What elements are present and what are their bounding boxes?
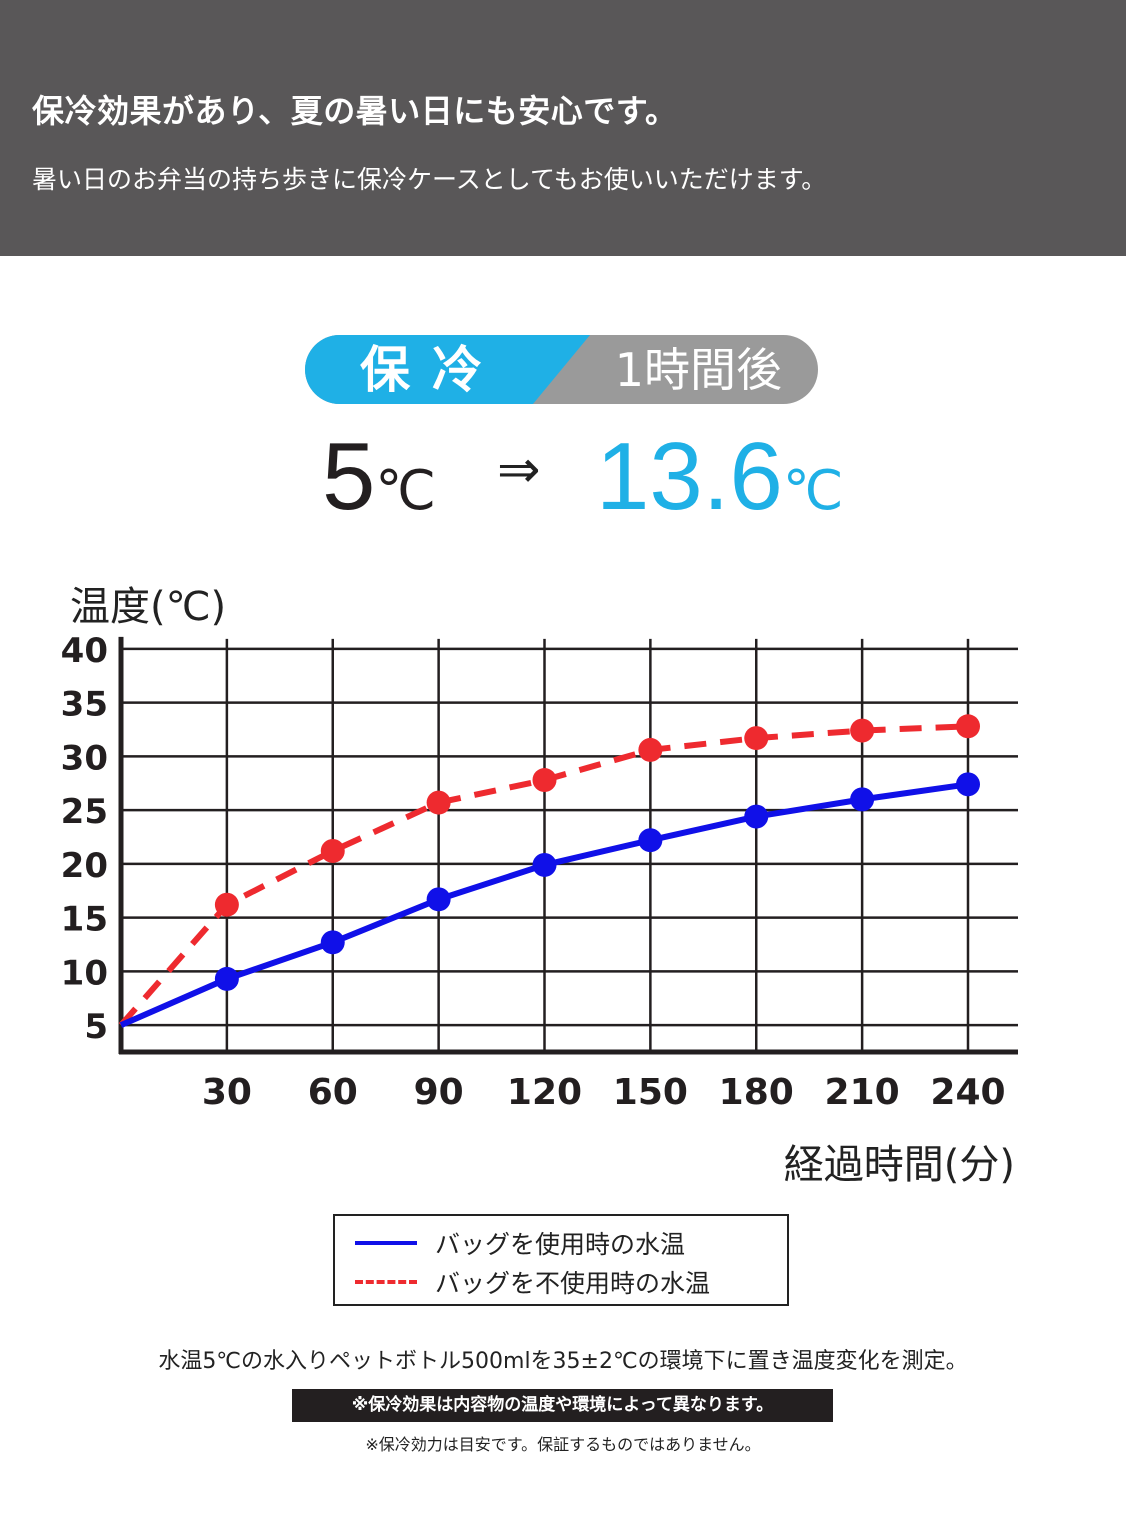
data-point-unused: [532, 768, 557, 793]
temperature-line-chart: 5 10 15 20 25 30 35 40 30 60 90 120 150 180 210 240 温度(…: [61, 584, 1018, 1188]
chart-series: [118, 714, 980, 1028]
x-axis-title: 経過時間(分): [784, 1142, 1015, 1188]
x-tick-label: 120: [507, 1072, 582, 1113]
badge-label: 保冷: [360, 341, 504, 399]
data-point-used: [744, 804, 769, 829]
header-banner: 保冷効果があり、夏の暑い日にも安心です。 暑い日のお弁当の持ち歩きに保冷ケースと…: [0, 0, 1126, 256]
data-point-used: [214, 966, 239, 991]
data-point-unused: [850, 718, 875, 743]
y-tick-label: 15: [61, 900, 108, 940]
data-point-unused: [638, 737, 663, 762]
data-point-unused: [214, 892, 239, 917]
header-subtitle: 暑い日のお弁当の持ち歩きに保冷ケースとしてもお使いいただけます。: [32, 165, 827, 194]
legend-swatch-dashed: [355, 1280, 417, 1284]
legend-label-used: バッグを使用時の水温: [435, 1230, 686, 1259]
chart-grid: [121, 638, 1018, 1052]
y-tick-label: 25: [61, 792, 108, 832]
legend-item-unused: バッグを不使用時の水温: [355, 1263, 710, 1301]
y-tick-label: 30: [61, 738, 108, 778]
data-point-used: [956, 772, 980, 797]
start-temperature-value: 5: [322, 423, 376, 530]
data-point-used: [850, 787, 875, 812]
end-temperature-unit: ℃: [782, 461, 844, 521]
badge-accent-segment: [305, 335, 590, 404]
x-tick-label: 210: [825, 1072, 900, 1113]
data-point-unused: [320, 838, 345, 863]
end-temperature-value: 13.6: [596, 423, 783, 530]
measurement-note: 水温5℃の水入りペットボトル500mlを35±2℃の環境下に置き温度変化を測定。: [158, 1349, 968, 1374]
legend-swatch-solid: [355, 1241, 417, 1245]
y-tick-label: 20: [61, 846, 108, 886]
arrow-icon: ⇒: [497, 440, 541, 500]
data-point-used: [426, 887, 451, 912]
end-temperature: 13.6℃: [596, 422, 844, 532]
data-point-unused: [744, 726, 769, 751]
data-point-unused: [956, 714, 980, 739]
x-tick-label: 90: [414, 1072, 464, 1113]
y-axis-title: 温度(℃): [70, 584, 226, 630]
x-tick-label: 30: [202, 1072, 252, 1113]
warning-banner: ※保冷効果は内容物の温度や環境によって異なります。: [292, 1389, 833, 1422]
start-temperature-unit: ℃: [375, 461, 437, 521]
x-tick-label: 60: [308, 1072, 358, 1113]
x-tick-label: 180: [719, 1072, 794, 1113]
y-tick-label: 35: [61, 685, 108, 725]
disclaimer-text: ※保冷効力は目安です。保証するものではありません。: [365, 1435, 761, 1454]
x-tick-label: 240: [930, 1072, 1005, 1113]
data-point-used: [320, 930, 345, 955]
badge-time: 1時間後: [614, 343, 782, 397]
x-tick-label: 150: [613, 1072, 688, 1113]
header-title: 保冷効果があり、夏の暑い日にも安心です。: [32, 92, 678, 130]
chart-legend: バッグを使用時の水温 バッグを不使用時の水温: [333, 1214, 789, 1306]
legend-item-used: バッグを使用時の水温: [355, 1224, 685, 1262]
chart-tick-labels: 5 10 15 20 25 30 35 40 30 60 90 120 150 180 210 240: [61, 631, 1006, 1113]
series-line-unused: [118, 723, 969, 1028]
data-point-unused: [426, 790, 451, 815]
data-point-used: [638, 828, 663, 853]
data-point-used: [532, 852, 557, 877]
cold-retention-badge: 保冷 1時間後: [305, 335, 818, 404]
chart-axes: [118, 636, 1018, 1055]
y-tick-label: 10: [61, 953, 108, 993]
legend-label-unused: バッグを不使用時の水温: [435, 1269, 711, 1298]
start-temperature: 5℃: [322, 422, 436, 532]
y-tick-label: 5: [84, 1007, 108, 1047]
y-tick-label: 40: [61, 631, 108, 671]
